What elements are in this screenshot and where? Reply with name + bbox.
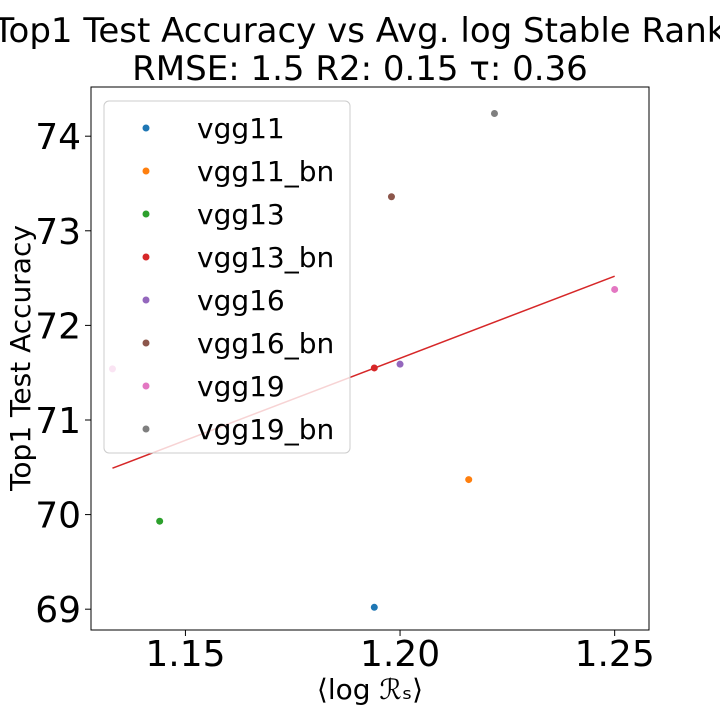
legend-marker bbox=[142, 124, 150, 132]
legend-label: vgg11_bn bbox=[197, 155, 334, 188]
y-tick-label: 71 bbox=[35, 401, 81, 442]
point-vgg16 bbox=[396, 360, 404, 368]
legend-label: vgg19 bbox=[197, 370, 285, 403]
y-tick-label: 69 bbox=[35, 590, 81, 631]
legend-marker bbox=[142, 296, 150, 304]
y-tick-label: 72 bbox=[35, 306, 81, 347]
x-tick-label: 1.20 bbox=[360, 634, 440, 675]
point-vgg16-bn bbox=[387, 193, 395, 201]
x-tick-label: 1.15 bbox=[145, 634, 225, 675]
x-axis-ticks: 1.15 1.20 1.25 bbox=[145, 630, 655, 675]
point-vgg13 bbox=[156, 517, 164, 525]
point-vgg11-bn bbox=[465, 476, 473, 484]
legend-box bbox=[103, 100, 351, 454]
legend-marker bbox=[142, 253, 150, 261]
y-tick-label: 74 bbox=[35, 117, 81, 158]
legend-marker bbox=[142, 425, 150, 433]
legend-marker bbox=[142, 210, 150, 218]
chart-title-line-2: RMSE: 1.5 R2: 0.15 τ: 0.36 bbox=[132, 49, 588, 89]
x-axis-label: ⟨log ℛₛ⟩ bbox=[317, 673, 423, 706]
legend-items: vgg11 vgg11_bn vgg13 vgg13_bn vgg16 vgg16_bnv… bbox=[142, 112, 334, 446]
y-axis-ticks: 69 70 71 72 73 74 bbox=[35, 117, 91, 631]
y-tick-label: 73 bbox=[35, 212, 81, 253]
legend-marker bbox=[142, 382, 150, 390]
legend-label: vgg16 bbox=[197, 284, 285, 317]
y-axis-label: Top1 Test Accuracy bbox=[4, 225, 37, 492]
chart-title-line-1: Top1 Test Accuracy vs Avg. log Stable Ra… bbox=[0, 11, 720, 51]
legend-label: vgg11 bbox=[197, 112, 285, 145]
legend-label: vgg16_bn bbox=[197, 327, 334, 360]
point-vgg13-bn bbox=[370, 364, 378, 372]
legend-marker bbox=[142, 339, 150, 347]
legend-label: vgg13 bbox=[197, 198, 285, 231]
legend-label: vgg13_bn bbox=[197, 241, 334, 274]
legend-marker bbox=[142, 167, 150, 175]
point-vgg19-bn bbox=[490, 109, 498, 117]
legend: vgg11 vgg11_bn vgg13 vgg13_bn vgg16 vgg16_bnv… bbox=[103, 100, 351, 454]
y-tick-label: 70 bbox=[35, 496, 81, 537]
x-tick-label: 1.25 bbox=[575, 634, 655, 675]
point-vgg11 bbox=[370, 603, 378, 611]
legend-label: vgg19_bn bbox=[197, 413, 334, 446]
point-vgg19 bbox=[611, 285, 619, 293]
